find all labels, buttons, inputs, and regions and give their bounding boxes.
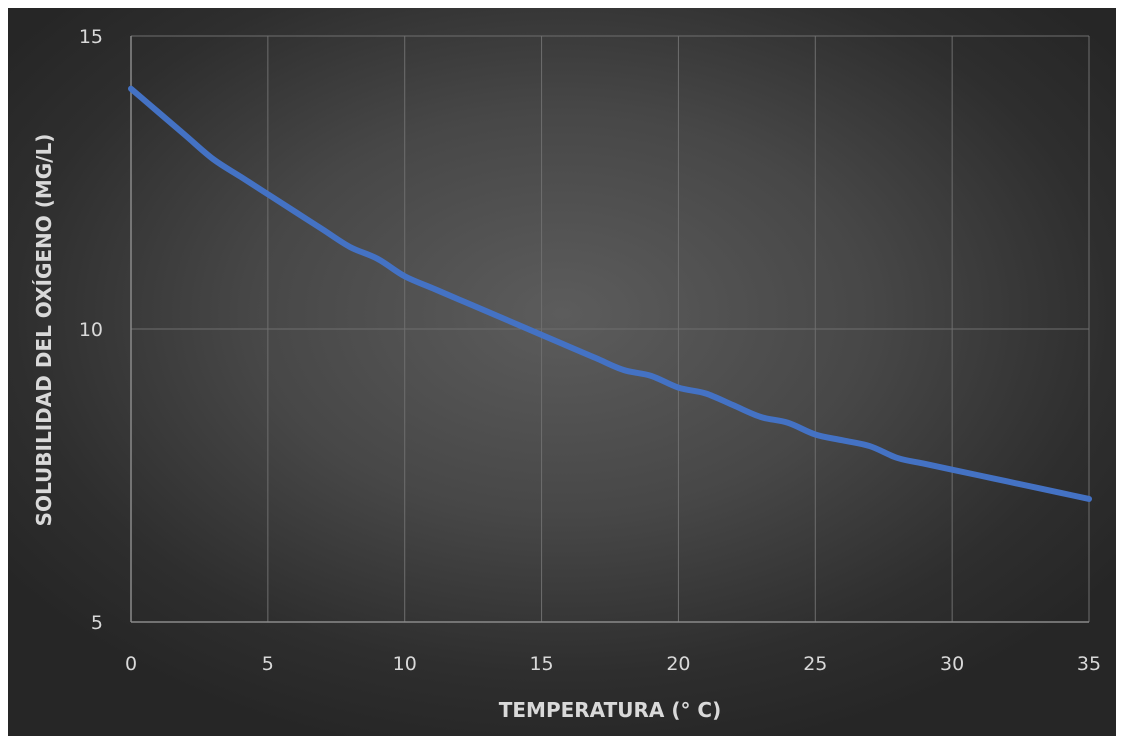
- x-tick-label-35: 35: [1077, 653, 1101, 675]
- grid-lines: [131, 36, 1089, 622]
- series-line-0: [131, 89, 1089, 499]
- y-tick-label-5: 5: [91, 612, 103, 634]
- x-tick-label-5: 5: [262, 653, 274, 675]
- x-tick-label-25: 25: [803, 653, 827, 675]
- x-tick-label-20: 20: [666, 653, 690, 675]
- x-tick-label-10: 10: [393, 653, 417, 675]
- x-tick-label-30: 30: [940, 653, 964, 675]
- y-axis-title: SOLUBILIDAD DEL OXÍGENO (MG/L): [32, 134, 56, 527]
- series-group: [131, 89, 1089, 499]
- x-axis-title: TEMPERATURA (° C): [499, 698, 722, 722]
- y-tick-label-10: 10: [79, 319, 103, 341]
- y-tick-labels: 5 10 15: [79, 26, 103, 634]
- y-tick-label-15: 15: [79, 26, 103, 48]
- x-tick-labels: 0 5 10 15 20 25 30 35: [125, 653, 1101, 675]
- x-tick-label-0: 0: [125, 653, 137, 675]
- x-tick-label-15: 15: [529, 653, 553, 675]
